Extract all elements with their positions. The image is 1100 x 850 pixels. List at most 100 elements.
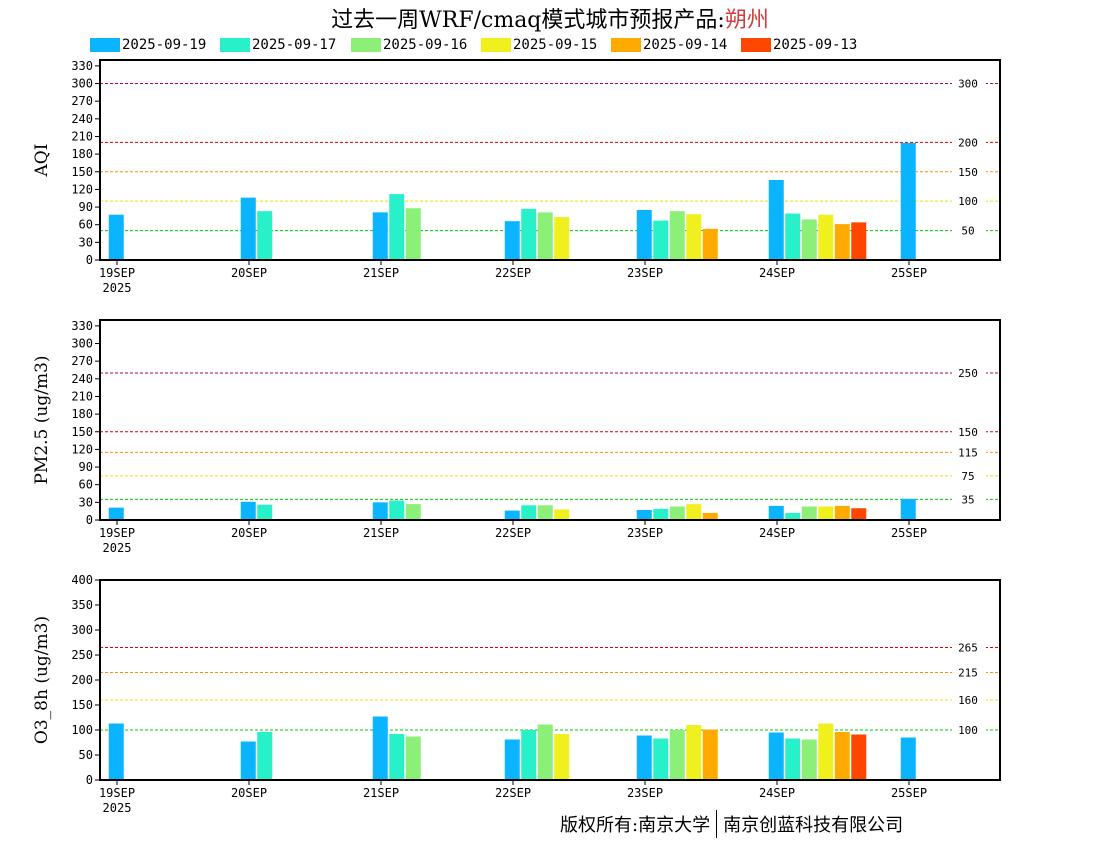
x-tick-label: 21SEP [363,786,399,800]
x-tick-label: 22SEP [495,786,531,800]
x-tick-label: 20SEP [231,786,267,800]
bar [818,723,834,780]
x-tick-label: 19SEP [99,786,135,800]
y-tick-label: 210 [71,129,93,143]
bar [405,208,421,260]
y-tick-label: 90 [79,200,93,214]
legend-swatch [90,38,120,52]
threshold-label: 75 [961,470,974,483]
threshold-label-bg [952,694,986,706]
threshold-label: 160 [958,694,978,707]
bar [372,212,388,260]
bar [653,738,669,780]
threshold-label: 150 [958,166,978,179]
bar [240,741,256,780]
threshold-label-bg [952,446,986,459]
bar [537,724,553,780]
y-tick-label: 120 [71,182,93,196]
x-year-label: 2025 [103,541,132,555]
threshold-label-bg [952,724,986,736]
bar [686,504,702,520]
bar [405,504,421,520]
x-tick-label: 22SEP [495,266,531,280]
bar [801,219,817,260]
x-tick-label: 20SEP [231,266,267,280]
plot-frame [99,59,1001,261]
bar [554,217,570,260]
bar [504,510,520,520]
x-year-label: 2025 [103,801,132,815]
y-tick-label: 100 [71,723,93,737]
bar [636,510,652,520]
y-tick-label: 180 [71,407,93,421]
x-tick-label: 25SEP [891,266,927,280]
y-tick-label: 120 [71,442,93,456]
bar [785,738,801,780]
footer-separator [716,810,718,838]
bar [521,208,537,260]
bar [851,508,867,520]
legend-swatch [611,38,641,52]
legend-swatch [351,38,381,52]
bar [108,507,124,520]
legend-item: 2025-09-15 [481,36,597,54]
legend-item: 2025-09-17 [220,36,336,54]
bar [686,214,702,260]
bar [257,732,273,780]
threshold-label: 100 [958,724,978,737]
bar [834,732,850,780]
y-tick-label: 330 [71,59,93,73]
copyright-footer: 版权所有:南京大学 南京创蓝科技有限公司 [560,810,903,838]
y-axis-title: AQI [32,144,52,178]
y-tick-label: 240 [71,372,93,386]
bar [537,212,553,260]
plot-frame [99,319,1001,521]
bar [669,211,685,260]
y-tick-label: 0 [86,513,93,527]
threshold-label-bg [952,136,986,149]
bar [834,224,850,260]
bar [818,506,834,520]
copyright-company: 南京创蓝科技有限公司 [723,815,904,836]
bar [389,194,405,260]
y-tick-label: 350 [71,598,93,612]
threshold-label-bg [952,493,986,506]
bar [389,734,405,780]
y-tick-label: 240 [71,112,93,126]
y-tick-label: 250 [71,648,93,662]
threshold-label-bg [952,666,986,679]
x-tick-label: 22SEP [495,526,531,540]
bar [653,508,669,520]
copyright-owner: 版权所有:南京大学 [560,815,711,836]
bar [636,210,652,260]
bar [768,505,784,520]
bar [785,213,801,260]
legend-label: 2025-09-14 [643,37,728,53]
chart-title: 过去一周WRF/cmaq模式城市预报产品:朔州 [0,2,1100,34]
bar [768,180,784,260]
x-tick-label: 24SEP [759,786,795,800]
y-tick-label: 60 [79,218,93,232]
bar [669,730,685,780]
y-tick-label: 0 [86,773,93,787]
threshold-label-bg [952,366,986,379]
x-tick-label: 23SEP [627,266,663,280]
bar [702,512,718,520]
y-tick-label: 270 [71,94,93,108]
bar [537,505,553,520]
threshold-label-bg [952,425,986,438]
threshold-label: 200 [958,136,978,149]
bar [702,729,718,780]
threshold-label: 250 [958,367,978,380]
x-tick-label: 24SEP [759,526,795,540]
y-tick-label: 150 [71,165,93,179]
legend-label: 2025-09-13 [773,37,858,53]
threshold-label-bg [952,641,986,654]
y-tick-label: 30 [79,495,93,509]
x-tick-label: 21SEP [363,266,399,280]
bar [257,211,273,260]
x-tick-label: 25SEP [891,526,927,540]
y-tick-label: 200 [71,673,93,687]
bar [851,222,867,260]
threshold-label: 100 [958,195,978,208]
